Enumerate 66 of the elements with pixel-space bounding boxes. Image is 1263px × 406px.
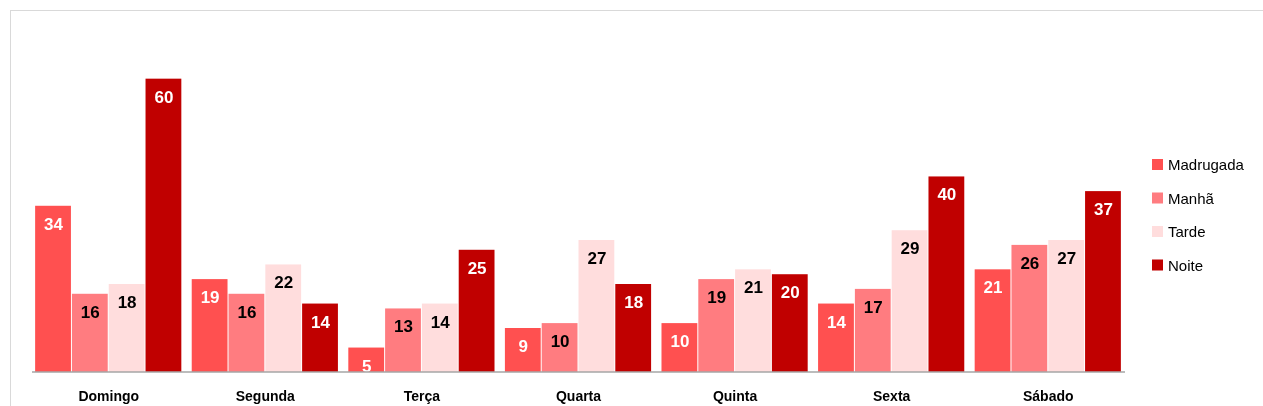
- bar: [302, 303, 338, 372]
- data-label: 37: [1094, 200, 1113, 220]
- bar: [854, 288, 891, 372]
- bar: [1048, 240, 1085, 372]
- bar: [1085, 191, 1121, 372]
- data-label: 17: [863, 297, 883, 317]
- bar: [458, 249, 495, 372]
- data-label: 22: [274, 273, 294, 293]
- bar: [421, 303, 458, 372]
- data-label: 18: [117, 293, 137, 312]
- data-label: 27: [587, 249, 607, 268]
- bar: [615, 284, 652, 372]
- bar: [928, 176, 965, 372]
- x-tick-label: Terça: [403, 388, 441, 404]
- data-label: 21: [744, 278, 763, 298]
- bar: [265, 264, 302, 372]
- bar: [891, 230, 928, 372]
- bar: [228, 293, 265, 372]
- legend-label: Noite: [1168, 256, 1204, 274]
- data-label: 40: [937, 185, 957, 205]
- bar: [578, 240, 615, 372]
- data-label: 14: [430, 312, 451, 332]
- data-label: 18: [624, 293, 644, 312]
- data-label: 10: [670, 332, 690, 352]
- data-label: 27: [1057, 249, 1077, 268]
- bar: [698, 279, 735, 372]
- bar: [504, 328, 541, 372]
- bar: [661, 323, 698, 372]
- x-tick-label: Segunda: [235, 388, 296, 404]
- data-label: 16: [237, 302, 257, 322]
- bar: [735, 269, 771, 372]
- data-label: 26: [1020, 253, 1040, 273]
- x-tick-label: Quinta: [712, 388, 758, 404]
- bar: [385, 308, 421, 372]
- x-tick-label: Quarta: [555, 388, 602, 404]
- data-label: 14: [311, 312, 331, 332]
- data-label: 19: [707, 288, 727, 308]
- bar: [35, 205, 71, 372]
- data-label: 19: [200, 288, 220, 308]
- data-label: 14: [827, 312, 847, 332]
- data-label: 13: [394, 317, 413, 337]
- bar: [818, 303, 854, 372]
- bar: [191, 279, 228, 372]
- data-label: 5: [361, 356, 372, 376]
- data-label: 29: [900, 239, 920, 259]
- legend-label: Manhã: [1168, 189, 1215, 207]
- data-label: 21: [983, 278, 1003, 298]
- bar: [71, 293, 108, 372]
- data-label: 10: [550, 332, 570, 352]
- bar: [771, 274, 808, 372]
- x-tick-label: Sexta: [873, 388, 911, 404]
- bar: [145, 78, 182, 372]
- data-label: 60: [154, 87, 174, 107]
- data-label: 34: [44, 214, 64, 234]
- bar: [974, 269, 1011, 372]
- data-label: 9: [518, 337, 529, 356]
- bar: [541, 323, 578, 372]
- data-label: 16: [80, 302, 100, 322]
- bar: [108, 284, 145, 372]
- legend-label: Madrugada: [1168, 156, 1245, 173]
- legend-label: Tarde: [1168, 223, 1206, 240]
- data-label: 20: [780, 283, 800, 303]
- x-tick-label: Domingo: [78, 388, 140, 404]
- bar: [1011, 244, 1048, 372]
- data-label: 25: [467, 258, 487, 278]
- x-tick-label: Sábado: [1022, 388, 1074, 404]
